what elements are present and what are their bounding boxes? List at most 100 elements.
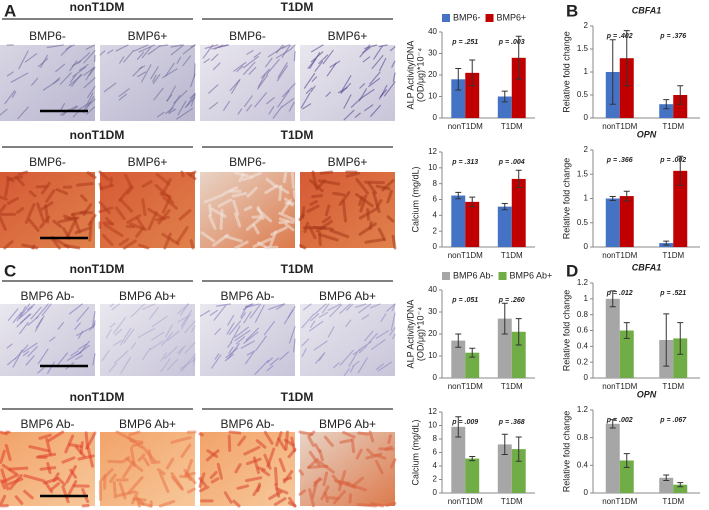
texture [314,303,327,315]
texture [377,361,392,372]
texture [83,77,96,89]
texture [102,234,114,246]
texture [237,435,247,447]
texture [27,303,35,311]
texture [375,363,385,370]
texture [101,349,110,362]
texture [370,502,385,508]
texture [151,315,168,327]
texture [8,474,23,490]
y-tick-label: 1 [584,294,589,303]
texture [216,462,224,480]
texture [81,503,90,508]
texture [231,79,241,94]
texture [162,68,178,79]
texture [66,351,82,361]
texture [322,471,329,487]
texture [252,456,260,475]
error-bar [469,347,476,358]
texture [257,74,269,90]
condition-label: BMP6 Ab+ [319,417,376,431]
texture [223,100,231,111]
bar [605,298,620,378]
texture [158,499,176,508]
micrograph [0,304,95,376]
texture [147,45,161,55]
x-tick-label: nonT1DM [448,251,483,260]
texture [392,333,396,340]
texture [266,357,273,364]
texture [142,347,151,361]
texture [52,472,60,483]
y-tick-label: 6 [433,195,438,204]
texture [268,106,275,115]
texture [55,63,66,73]
texture [46,44,64,49]
texture [368,332,378,344]
texture [161,232,180,246]
texture [283,309,294,325]
texture [272,105,283,119]
texture [386,303,396,312]
texture [329,304,342,318]
legend-swatch [442,14,450,22]
texture [64,244,81,250]
texture [37,366,45,374]
texture [21,243,39,250]
texture [309,179,324,193]
texture [113,350,129,364]
texture [212,62,221,71]
texture [138,243,150,250]
error-bar [623,453,630,468]
texture [333,489,346,505]
texture [199,310,211,317]
texture [114,206,126,221]
y-tick-label: 0.8 [577,433,589,442]
texture [350,438,356,454]
texture [354,303,367,308]
error-bar [677,322,684,355]
texture [189,93,196,99]
texture [133,44,149,52]
texture [228,430,242,435]
texture [387,434,392,445]
chart-title: CBFA1 [632,262,662,272]
texture [369,71,381,85]
texture [119,198,133,213]
texture [275,184,290,195]
bar [673,170,688,247]
texture [370,104,382,117]
texture [25,355,35,366]
texture [107,49,114,54]
texture [74,445,86,458]
texture [230,325,241,343]
texture [391,304,396,312]
x-tick-label: T1DM [662,122,684,131]
texture [255,335,267,351]
texture [211,354,222,369]
x-tick-label: nonT1DM [448,497,483,506]
texture [141,198,147,217]
p-value: p = .402 [606,33,633,40]
texture [60,44,72,56]
texture [223,491,233,504]
texture [158,471,170,494]
micrograph [200,45,295,121]
texture [327,326,335,338]
p-value: p = .376 [659,33,686,40]
texture [243,55,259,69]
texture [324,204,331,217]
texture [317,231,322,247]
texture [78,63,89,71]
texture [12,311,22,323]
texture [180,365,187,372]
texture [38,433,52,440]
y-tick-label: 4 [433,210,438,219]
y-tick-label: 40 [428,27,437,36]
texture [108,473,117,484]
texture [264,185,277,195]
texture [281,44,290,49]
texture [132,66,143,77]
texture [276,303,286,311]
texture [232,499,241,508]
